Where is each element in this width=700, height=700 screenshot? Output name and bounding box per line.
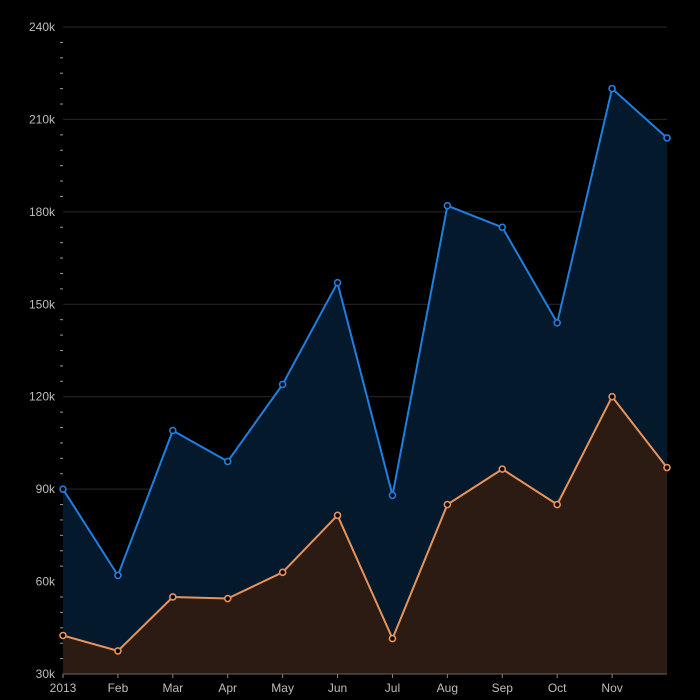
series-2-point-8[interactable] (443, 500, 452, 509)
series-1-point-3[interactable] (169, 426, 177, 435)
y-tick-label-150k: 150k (29, 297, 56, 311)
series-1-point-11[interactable] (608, 84, 616, 93)
y-tick-label-90k: 90k (36, 482, 56, 496)
y-tick-label-60k: 60k (36, 575, 56, 589)
series-2-point-1[interactable] (59, 631, 67, 640)
series-1-point-4[interactable] (223, 457, 232, 466)
y-minor-ticks (60, 41, 63, 660)
series-1-line (62, 87, 668, 577)
series-2-point-11[interactable] (608, 392, 616, 401)
series-2-point-5[interactable] (278, 568, 287, 577)
y-tick-label-210k: 210k (29, 112, 56, 126)
x-tick-label-Nov: Nov (601, 681, 622, 695)
x-tick-label-Oct: Oct (548, 681, 567, 695)
series-2-point-9[interactable] (498, 465, 507, 473)
x-tick-label-May: May (271, 681, 294, 695)
x-tick-label-Jul: Jul (385, 681, 400, 695)
series-1-point-10[interactable] (553, 318, 561, 327)
series-2-point-7[interactable] (388, 634, 397, 643)
series-1-point-8[interactable] (443, 201, 452, 210)
series-2-point-2[interactable] (114, 647, 122, 655)
series-1-point-2[interactable] (114, 571, 122, 580)
series-1-point-1[interactable] (59, 485, 67, 493)
series-1-point-12[interactable] (663, 134, 671, 142)
series-2-line (62, 395, 668, 652)
x-tick-label-Feb: Feb (108, 681, 129, 695)
series-2-point-3[interactable] (169, 593, 177, 601)
series-1-point-5[interactable] (278, 380, 287, 389)
series-2-point-10[interactable] (553, 500, 561, 509)
x-axis-tick-labels: 2013 Feb Mar Apr May Jun Jul Aug Sep Oct Nov (50, 674, 623, 695)
series-lines (62, 87, 668, 652)
series-2-point-4[interactable] (223, 594, 232, 603)
x-tick-label-2013: 2013 (50, 681, 77, 695)
series-2-area (63, 396, 667, 674)
x-tick-label-Aug: Aug (437, 681, 458, 695)
series-1-point-7[interactable] (388, 491, 397, 500)
y-tick-label-120k: 120k (29, 390, 56, 404)
series-2-point-12[interactable] (663, 463, 671, 472)
series-1-point-6[interactable] (333, 278, 342, 287)
series-areas (63, 88, 667, 675)
x-tick-label-Sep: Sep (492, 681, 514, 695)
x-tick-label-Mar: Mar (162, 681, 183, 695)
y-tick-label-240k: 240k (29, 20, 56, 34)
series-2-point-6[interactable] (333, 511, 342, 520)
series-1-point-9[interactable] (498, 223, 507, 232)
x-tick-label-Apr: Apr (218, 681, 237, 695)
series-points (59, 84, 671, 655)
x-tick-label-Jun: Jun (328, 681, 347, 695)
y-tick-label-180k: 180k (29, 205, 56, 219)
y-tick-label-30k: 30k (36, 667, 56, 681)
y-axis-tick-labels: 30k 60k 90k 120k 150k 180k 210k 240k (29, 20, 56, 681)
